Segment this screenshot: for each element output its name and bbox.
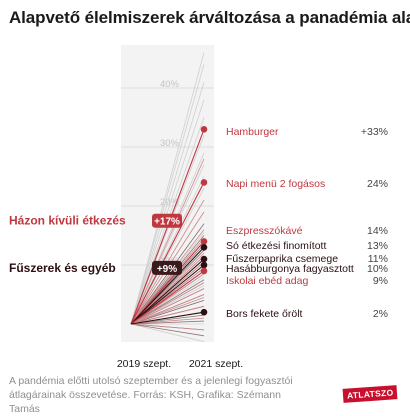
- item-value: +33%: [361, 126, 388, 138]
- data-point: [200, 126, 208, 133]
- footnote-line-1: A pandémia előtti utolsó szeptember és a…: [9, 375, 293, 387]
- background-line-out: [130, 288, 205, 325]
- data-point: [200, 179, 208, 186]
- background-line-spice: [130, 323, 205, 337]
- item-value: 2%: [373, 308, 388, 320]
- data-point: [200, 255, 208, 263]
- y-tick-label: 20%: [160, 197, 180, 208]
- item-value: 14%: [367, 225, 388, 237]
- highlight-line: [130, 311, 205, 325]
- highlight-line: [130, 270, 205, 325]
- end-points: [200, 126, 208, 316]
- background-line-spice: [130, 279, 205, 325]
- background-line-out: [130, 317, 205, 325]
- item-value: 9%: [373, 275, 388, 287]
- highlight-line: [130, 258, 205, 325]
- group-label: Fűszerek és egyéb: [9, 261, 116, 275]
- background-line-out: [130, 297, 205, 325]
- group-label: Házon kívüli étkezés: [9, 214, 126, 228]
- data-point: [200, 308, 208, 316]
- item-name: Só étkezési finomított: [226, 240, 326, 252]
- group-badge-value: +9%: [157, 264, 177, 275]
- item-value: 10%: [367, 263, 388, 275]
- highlight-line: [130, 264, 205, 325]
- background-line: [130, 81, 205, 325]
- background-line-spice: [130, 300, 205, 325]
- item-name: Fűszerpaprika csemege: [226, 253, 338, 265]
- group-badge: [152, 213, 182, 228]
- item-value: 11%: [368, 253, 388, 265]
- background-line-spice: [130, 320, 205, 325]
- background-line: [130, 64, 205, 325]
- highlight-line: [130, 246, 205, 325]
- x-axis: 2019 szept. 2021 szept.: [117, 358, 243, 370]
- highlight-line: [130, 182, 205, 325]
- background-line-out: [130, 294, 205, 325]
- data-point: [200, 238, 208, 245]
- data-point: [200, 267, 208, 275]
- background-line: [130, 52, 205, 325]
- background-line: [130, 285, 205, 325]
- highlighted-lines: [130, 129, 205, 325]
- item-name: Iskolai ebéd adag: [226, 275, 308, 287]
- item-name: Napi menü 2 fogásos: [226, 178, 325, 190]
- y-tick-label: 40%: [160, 79, 180, 90]
- group-badge-value: +17%: [154, 217, 180, 228]
- footnote-line-2: átlagárainak összevetése. Forrás: KSH, G…: [9, 389, 281, 415]
- group-badge: [152, 260, 182, 275]
- background-line-out: [130, 282, 205, 325]
- background-line: [130, 276, 205, 325]
- item-value: 13%: [367, 240, 388, 252]
- background-line-out: [130, 323, 205, 331]
- background-line-out: [130, 158, 205, 325]
- background-line: [130, 99, 205, 325]
- background-line-out: [130, 229, 205, 325]
- item-value: 24%: [367, 178, 388, 190]
- highlight-line: [130, 241, 205, 325]
- item-name: Bors fekete őrölt: [226, 308, 303, 320]
- item-name: Hamburger: [226, 126, 279, 138]
- item-name: Hasábburgonya fagyasztott: [226, 263, 354, 275]
- background-line-out: [130, 305, 205, 325]
- data-point: [200, 244, 208, 251]
- x-tick-label-end: 2021 szept.: [189, 358, 243, 370]
- chart-title: Alapvető élelmiszerek árváltozása a pana…: [9, 8, 410, 27]
- data-point: [200, 261, 208, 269]
- x-tick-label-start: 2019 szept.: [117, 358, 171, 370]
- item-name: Eszpresszókávé: [226, 225, 303, 237]
- item-labels: Hamburger +33% Napi menü 2 fogásos 24% Eszpr…: [226, 126, 388, 320]
- y-tick-label: 30%: [160, 138, 180, 149]
- background-line: [130, 323, 205, 343]
- group-labels: Házon kívüli étkezés +17% Fűszerek és egyé…: [9, 213, 182, 275]
